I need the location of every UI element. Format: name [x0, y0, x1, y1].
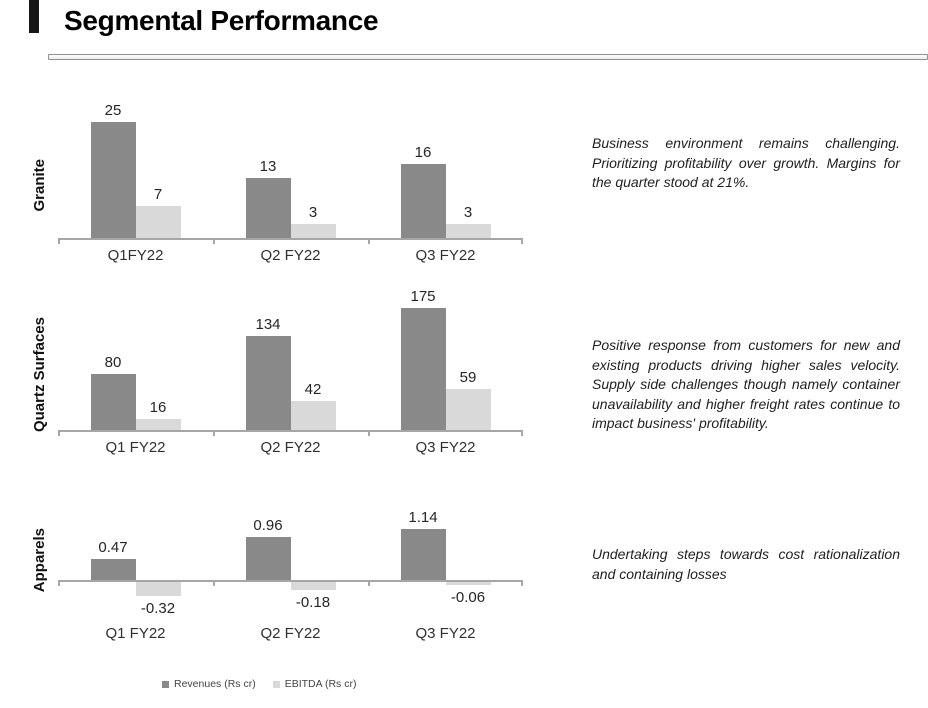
legend-label: Revenues (Rs cr) [174, 678, 256, 690]
comment-quartz-surfaces: Positive response from customers for new… [592, 337, 900, 431]
axis-tick [368, 430, 370, 436]
data-label: 59 [459, 368, 477, 386]
x-axis-label: Q2 FY22 [260, 439, 321, 456]
bar-revenues [400, 528, 446, 580]
data-label: 175 [410, 287, 436, 305]
bar-ebitda [445, 224, 491, 238]
bar-ebitda [445, 388, 491, 430]
axis-tick [521, 580, 523, 586]
title-divider [48, 54, 928, 60]
bar-revenues [90, 558, 136, 580]
x-axis [58, 580, 523, 582]
axis-tick [58, 238, 60, 244]
x-axis [58, 238, 523, 240]
bar-revenues [245, 177, 291, 238]
data-label: 16 [149, 398, 167, 416]
bar-revenues [245, 536, 291, 580]
bar-ebitda [135, 582, 181, 597]
bar-revenues [90, 374, 136, 430]
axis-tick [213, 430, 215, 436]
axis-tick [368, 238, 370, 244]
page-title: Segmental Performance [64, 5, 379, 36]
comment-granite: Business environment remains challenging… [592, 135, 900, 190]
legend-label: EBITDA (Rs cr) [284, 678, 357, 690]
data-label: 134 [255, 316, 281, 334]
x-axis-label: Q1FY22 [107, 247, 164, 264]
axis-tick [521, 430, 523, 436]
bar-ebitda [135, 418, 181, 430]
bar-ebitda [290, 400, 336, 430]
chart-quartz-surfaces: Q1 FY22 80 16 Q2 FY22 134 42 Q3 FY22 175 59 [58, 287, 523, 467]
data-label: 80 [104, 354, 122, 371]
bar-ebitda [290, 582, 336, 591]
row-label-apparels: Apparels [22, 495, 56, 625]
data-label: 1.14 [408, 508, 438, 526]
x-axis [58, 430, 523, 432]
bar-ebitda [445, 582, 491, 585]
axis-tick [368, 580, 370, 586]
row-label-granite: Granite [22, 118, 56, 253]
row-label-text: Apparels [30, 527, 48, 593]
data-label: -0.32 [140, 600, 176, 618]
data-label: -0.06 [450, 589, 486, 606]
x-axis-label: Q2 FY22 [260, 247, 321, 264]
row-label-quartz-surfaces: Quartz Surfaces [22, 300, 56, 450]
axis-tick [58, 580, 60, 586]
row-label-text: Quartz Surfaces [30, 317, 48, 433]
ebitda-swatch-icon [272, 680, 280, 688]
axis-tick [213, 238, 215, 244]
axis-tick [58, 430, 60, 436]
bar-revenues [400, 307, 446, 430]
axis-tick [521, 238, 523, 244]
comment-apparels: Undertaking steps towards cost rationali… [592, 546, 900, 582]
legend-item-ebitda: EBITDA (Rs cr) [272, 678, 357, 690]
data-label: 16 [414, 143, 432, 161]
bar-revenues [245, 336, 291, 430]
x-axis-label: Q1 FY22 [105, 439, 166, 456]
data-label: 3 [463, 204, 473, 222]
data-label: 25 [104, 102, 122, 119]
x-axis-label: Q3 FY22 [415, 439, 476, 456]
row-label-text: Granite [30, 159, 48, 212]
chart-legend: Revenues (Rs cr) EBITDA (Rs cr) [162, 678, 356, 690]
legend-item-revenues: Revenues (Rs cr) [162, 678, 256, 690]
revenues-swatch-icon [162, 680, 169, 688]
x-axis-label: Q2 FY22 [260, 625, 321, 642]
chart-granite: Q1FY22 25 7 Q2 FY22 13 3 Q3 FY22 16 3 [58, 95, 523, 275]
bar-revenues [400, 163, 446, 238]
data-label: 3 [308, 204, 318, 222]
bar-ebitda [290, 224, 336, 238]
data-label: 13 [259, 157, 277, 175]
bar-revenues [90, 122, 136, 238]
data-label: 0.47 [98, 538, 128, 556]
data-label: -0.18 [295, 594, 331, 612]
corner-logo-mark [29, 0, 39, 33]
axis-tick [213, 580, 215, 586]
data-label: 7 [153, 185, 163, 203]
x-axis-label: Q3 FY22 [415, 247, 476, 264]
data-label: 42 [304, 380, 322, 398]
x-axis-label: Q1 FY22 [105, 625, 166, 642]
x-axis-label: Q3 FY22 [415, 625, 476, 642]
bar-ebitda [135, 205, 181, 238]
chart-apparels: Q1 FY22 0.47 -0.32 Q2 FY22 0.96 -0.18 Q3 FY22 1… [58, 497, 523, 662]
data-label: 0.96 [253, 516, 283, 534]
